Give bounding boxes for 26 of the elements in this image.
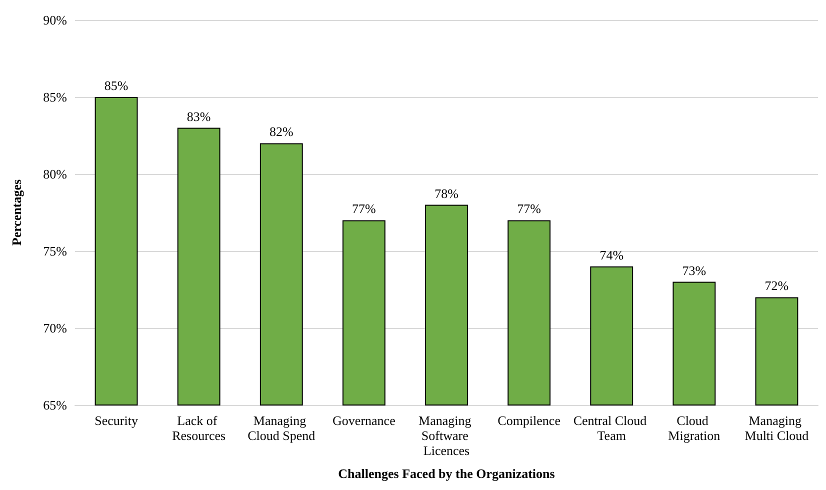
y-tick-label: 75% [43, 244, 68, 258]
x-tick-label: Security [94, 413, 138, 428]
x-tick-label: Compilence [498, 413, 561, 428]
data-label: 77% [352, 201, 376, 216]
y-tick-label: 90% [43, 12, 68, 28]
data-label: 85% [104, 78, 128, 93]
data-label: 82% [269, 124, 294, 140]
x-tick-label: Lack of Resources [172, 413, 226, 443]
y-tick-label: 65% [43, 398, 68, 412]
x-tick-label: Managing Multi Cloud [744, 413, 810, 443]
x-tick-label: Cloud Migration [668, 413, 721, 443]
x-axis-title: Challenges Faced by the Organizations [338, 466, 555, 481]
y-tick-label: 80% [43, 166, 68, 182]
x-tick-label: Managing Cloud Spend [248, 413, 316, 443]
x-tick-label: Central Cloud Team [573, 413, 650, 443]
x-tick-label: Governance [332, 413, 396, 428]
data-label: 83% [186, 108, 211, 124]
y-axis-title: Percentages [9, 179, 24, 246]
y-tick-label: 85% [43, 90, 68, 104]
x-tick-label: Managing Software Licences [418, 413, 474, 458]
data-label: 73% [682, 262, 706, 278]
data-label: 77% [517, 201, 542, 216]
data-label: 72% [764, 278, 789, 294]
data-label: 78% [434, 186, 459, 201]
y-tick-label: 70% [43, 320, 68, 336]
data-label: 74% [600, 247, 624, 262]
